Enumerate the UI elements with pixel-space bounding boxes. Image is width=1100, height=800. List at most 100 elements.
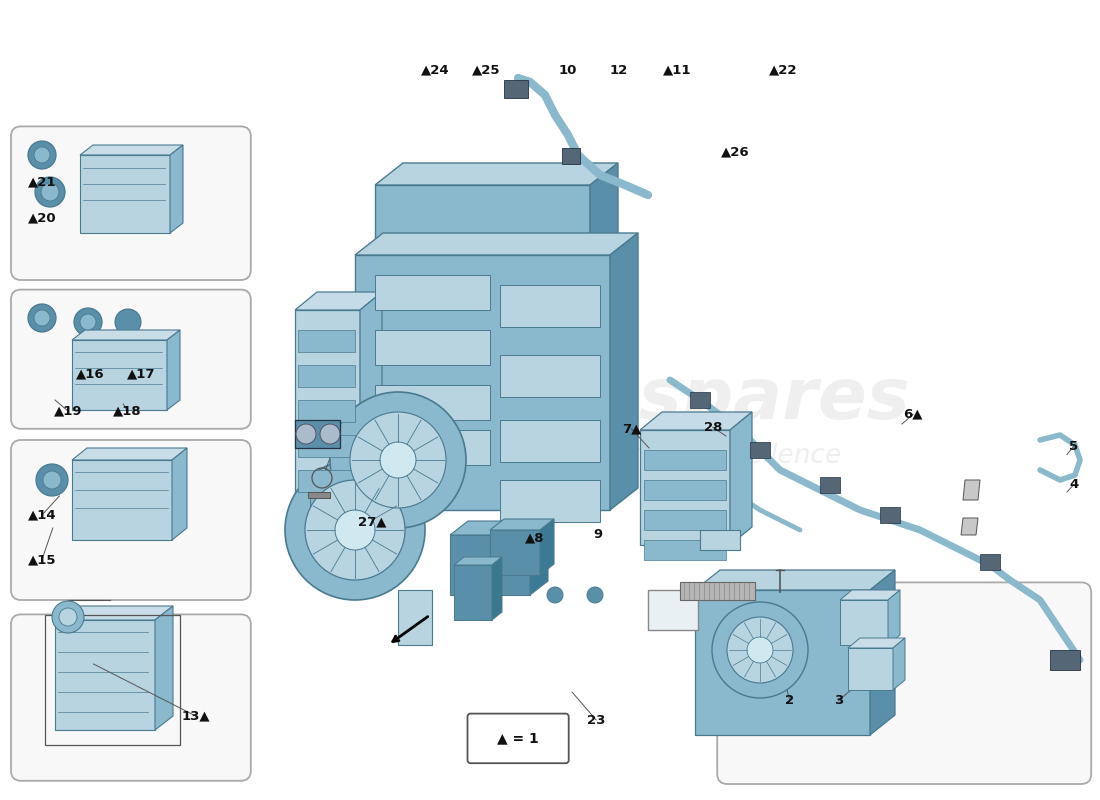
Polygon shape	[500, 355, 600, 397]
Polygon shape	[450, 535, 530, 595]
Polygon shape	[398, 590, 432, 645]
Polygon shape	[848, 648, 893, 690]
Text: ▲21: ▲21	[28, 176, 56, 189]
Polygon shape	[72, 330, 180, 340]
Circle shape	[379, 442, 416, 478]
Text: ▲22: ▲22	[769, 64, 798, 77]
Polygon shape	[820, 477, 840, 493]
Polygon shape	[500, 420, 600, 462]
Text: ▲16: ▲16	[76, 368, 104, 381]
Circle shape	[727, 617, 793, 683]
Text: 10: 10	[559, 64, 576, 77]
Circle shape	[41, 183, 59, 201]
Circle shape	[350, 412, 446, 508]
FancyBboxPatch shape	[11, 290, 251, 429]
Polygon shape	[454, 565, 492, 620]
Polygon shape	[504, 80, 528, 98]
Text: 13▲: 13▲	[182, 710, 210, 722]
Polygon shape	[695, 570, 895, 590]
Circle shape	[34, 310, 50, 326]
Polygon shape	[880, 507, 900, 523]
Polygon shape	[298, 470, 355, 492]
Text: ▲26: ▲26	[720, 146, 749, 158]
Polygon shape	[308, 492, 330, 498]
Polygon shape	[310, 490, 400, 510]
Polygon shape	[840, 590, 900, 600]
Circle shape	[587, 587, 603, 603]
Polygon shape	[1050, 650, 1080, 670]
Text: ▲18: ▲18	[113, 405, 142, 418]
Polygon shape	[450, 521, 548, 535]
Circle shape	[28, 141, 56, 169]
Text: 5: 5	[1069, 440, 1078, 453]
Polygon shape	[610, 233, 638, 510]
Polygon shape	[730, 412, 752, 545]
Polygon shape	[72, 340, 167, 410]
Polygon shape	[590, 163, 618, 255]
Polygon shape	[644, 540, 726, 560]
Polygon shape	[375, 185, 590, 255]
Circle shape	[712, 602, 808, 698]
Text: 4: 4	[1069, 478, 1078, 491]
Polygon shape	[700, 530, 740, 550]
Circle shape	[80, 314, 96, 330]
Polygon shape	[840, 600, 888, 645]
FancyBboxPatch shape	[11, 614, 251, 781]
Polygon shape	[170, 145, 183, 233]
Polygon shape	[454, 557, 502, 565]
Polygon shape	[298, 330, 355, 352]
Circle shape	[43, 471, 60, 489]
Polygon shape	[295, 420, 340, 448]
Circle shape	[35, 177, 65, 207]
Polygon shape	[490, 519, 554, 530]
Polygon shape	[295, 292, 382, 310]
Polygon shape	[962, 480, 980, 500]
Polygon shape	[355, 255, 610, 510]
Circle shape	[116, 309, 141, 335]
Polygon shape	[55, 606, 173, 620]
Polygon shape	[980, 554, 1000, 570]
FancyBboxPatch shape	[468, 714, 569, 763]
Text: ▲20: ▲20	[28, 211, 56, 224]
Text: ▲15: ▲15	[28, 554, 56, 566]
Polygon shape	[375, 330, 490, 365]
Text: 6▲: 6▲	[903, 408, 923, 421]
Text: ▲ = 1: ▲ = 1	[497, 731, 539, 746]
Circle shape	[34, 147, 50, 163]
Polygon shape	[888, 590, 900, 645]
Polygon shape	[298, 400, 355, 422]
Polygon shape	[750, 442, 770, 458]
Polygon shape	[640, 430, 730, 545]
Text: 12: 12	[609, 64, 627, 77]
Polygon shape	[55, 620, 155, 730]
Text: 28: 28	[704, 421, 722, 434]
Polygon shape	[360, 292, 382, 530]
Polygon shape	[893, 638, 905, 690]
Polygon shape	[500, 480, 600, 522]
Polygon shape	[490, 530, 540, 575]
Polygon shape	[690, 392, 710, 408]
Text: ▲11: ▲11	[663, 64, 692, 77]
Polygon shape	[492, 557, 502, 620]
Text: 27▲: 27▲	[358, 515, 386, 528]
Circle shape	[336, 510, 375, 550]
Circle shape	[305, 480, 405, 580]
Text: ▲8: ▲8	[525, 531, 544, 544]
Polygon shape	[961, 518, 978, 535]
Text: ▲19: ▲19	[54, 405, 82, 418]
Polygon shape	[172, 448, 187, 540]
Polygon shape	[72, 460, 172, 540]
Polygon shape	[375, 430, 490, 465]
Polygon shape	[562, 148, 580, 164]
Polygon shape	[355, 233, 638, 255]
Circle shape	[285, 460, 425, 600]
Polygon shape	[375, 163, 618, 185]
Text: 7▲: 7▲	[621, 422, 641, 435]
Polygon shape	[500, 285, 600, 327]
Polygon shape	[680, 582, 755, 600]
FancyBboxPatch shape	[11, 126, 251, 280]
Text: 23: 23	[587, 714, 605, 726]
Circle shape	[747, 637, 773, 663]
Polygon shape	[72, 448, 187, 460]
Text: ▲24: ▲24	[421, 64, 450, 77]
